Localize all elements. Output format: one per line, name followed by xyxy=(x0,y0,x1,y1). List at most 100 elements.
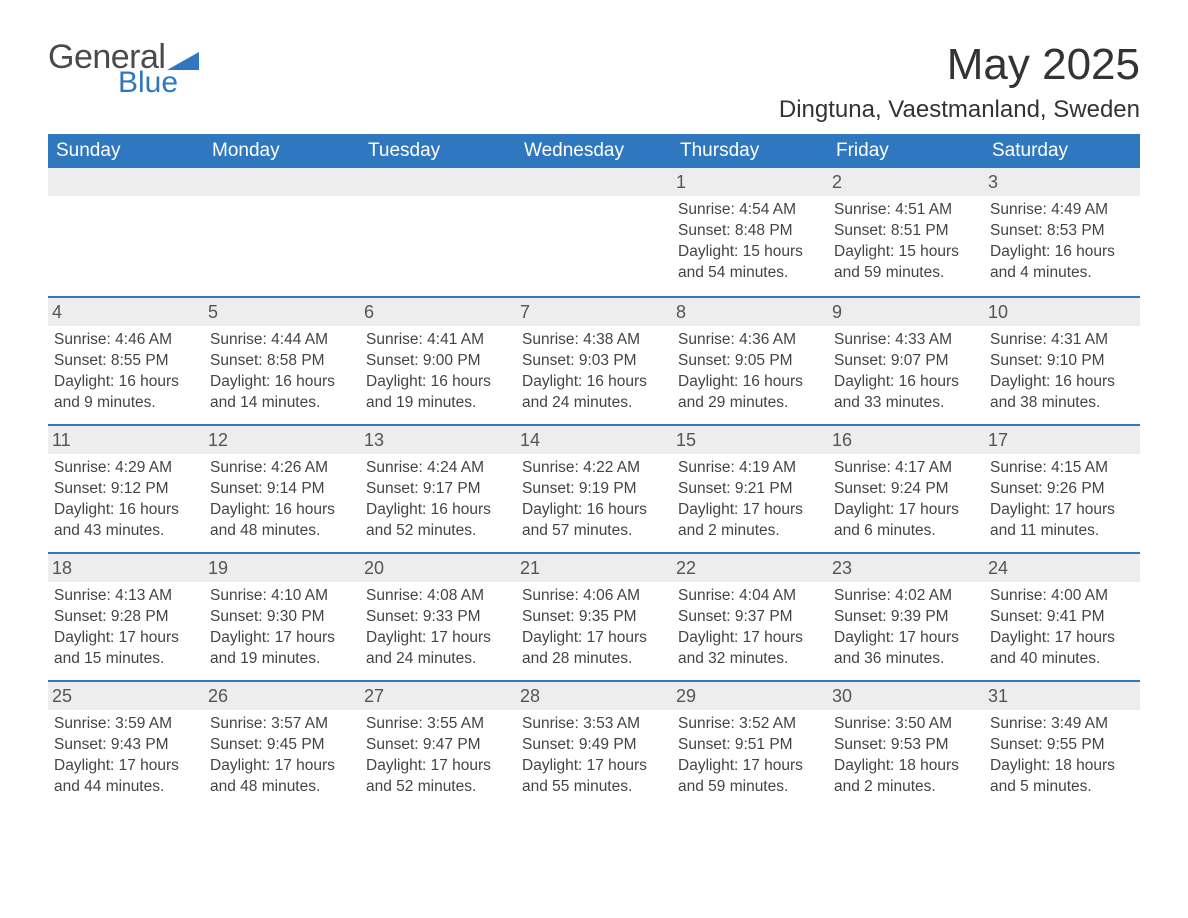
day-header-row: Sunday Monday Tuesday Wednesday Thursday… xyxy=(48,134,1140,168)
daylight-text: Daylight: 17 hours xyxy=(834,500,978,521)
sunrise-text: Sunrise: 3:50 AM xyxy=(834,714,978,735)
sunrise-text: Sunrise: 3:53 AM xyxy=(522,714,666,735)
sunset-text: Sunset: 9:12 PM xyxy=(54,479,198,500)
day-cell: 8Sunrise: 4:36 AMSunset: 9:05 PMDaylight… xyxy=(672,298,828,424)
sunset-text: Sunset: 9:28 PM xyxy=(54,607,198,628)
logo-text-blue: Blue xyxy=(118,68,199,98)
day-number: 8 xyxy=(672,298,828,326)
daylight-text: and 32 minutes. xyxy=(678,649,822,670)
sunrise-text: Sunrise: 4:24 AM xyxy=(366,458,510,479)
day-cell: 25Sunrise: 3:59 AMSunset: 9:43 PMDayligh… xyxy=(48,682,204,808)
daylight-text: and 55 minutes. xyxy=(522,777,666,798)
sunset-text: Sunset: 9:05 PM xyxy=(678,351,822,372)
sunset-text: Sunset: 9:14 PM xyxy=(210,479,354,500)
daylight-text: and 19 minutes. xyxy=(366,393,510,414)
daylight-text: and 24 minutes. xyxy=(522,393,666,414)
sunrise-text: Sunrise: 4:51 AM xyxy=(834,200,978,221)
daylight-text: and 5 minutes. xyxy=(990,777,1134,798)
daylight-text: Daylight: 17 hours xyxy=(522,628,666,649)
day-cell: 14Sunrise: 4:22 AMSunset: 9:19 PMDayligh… xyxy=(516,426,672,552)
day-cell: 26Sunrise: 3:57 AMSunset: 9:45 PMDayligh… xyxy=(204,682,360,808)
sunset-text: Sunset: 9:51 PM xyxy=(678,735,822,756)
day-cell: 7Sunrise: 4:38 AMSunset: 9:03 PMDaylight… xyxy=(516,298,672,424)
day-number xyxy=(516,168,672,196)
sunrise-text: Sunrise: 4:19 AM xyxy=(678,458,822,479)
sunrise-text: Sunrise: 4:13 AM xyxy=(54,586,198,607)
logo: General Blue xyxy=(48,40,199,98)
sunset-text: Sunset: 9:24 PM xyxy=(834,479,978,500)
day-cell: 23Sunrise: 4:02 AMSunset: 9:39 PMDayligh… xyxy=(828,554,984,680)
day-number: 6 xyxy=(360,298,516,326)
sunset-text: Sunset: 9:00 PM xyxy=(366,351,510,372)
sunset-text: Sunset: 9:53 PM xyxy=(834,735,978,756)
sunset-text: Sunset: 9:47 PM xyxy=(366,735,510,756)
sunset-text: Sunset: 9:30 PM xyxy=(210,607,354,628)
sunset-text: Sunset: 9:45 PM xyxy=(210,735,354,756)
daylight-text: Daylight: 16 hours xyxy=(366,372,510,393)
day-number: 5 xyxy=(204,298,360,326)
day-number: 11 xyxy=(48,426,204,454)
week-row: 1Sunrise: 4:54 AMSunset: 8:48 PMDaylight… xyxy=(48,168,1140,296)
sunrise-text: Sunrise: 3:59 AM xyxy=(54,714,198,735)
day-number: 28 xyxy=(516,682,672,710)
weeks-container: 1Sunrise: 4:54 AMSunset: 8:48 PMDaylight… xyxy=(48,168,1140,808)
day-cell: 11 Sunrise: 4:29 AMSunset: 9:12 PMDayligh… xyxy=(48,426,204,552)
sunrise-text: Sunrise: 3:52 AM xyxy=(678,714,822,735)
day-header-friday: Friday xyxy=(828,134,984,168)
daylight-text: and 44 minutes. xyxy=(54,777,198,798)
sunset-text: Sunset: 9:39 PM xyxy=(834,607,978,628)
day-cell: 24Sunrise: 4:00 AMSunset: 9:41 PMDayligh… xyxy=(984,554,1140,680)
day-cell: 19Sunrise: 4:10 AMSunset: 9:30 PMDayligh… xyxy=(204,554,360,680)
day-cell: 17Sunrise: 4:15 AMSunset: 9:26 PMDayligh… xyxy=(984,426,1140,552)
daylight-text: and 9 minutes. xyxy=(54,393,198,414)
day-number: 15 xyxy=(672,426,828,454)
daylight-text: Daylight: 16 hours xyxy=(54,500,198,521)
daylight-text: and 6 minutes. xyxy=(834,521,978,542)
daylight-text: Daylight: 16 hours xyxy=(990,242,1134,263)
day-number: 3 xyxy=(984,168,1140,196)
sunrise-text: Sunrise: 3:57 AM xyxy=(210,714,354,735)
day-cell: 9Sunrise: 4:33 AMSunset: 9:07 PMDaylight… xyxy=(828,298,984,424)
week-row: 4Sunrise: 4:46 AMSunset: 8:55 PMDaylight… xyxy=(48,296,1140,424)
day-number: 2 xyxy=(828,168,984,196)
day-header-monday: Monday xyxy=(204,134,360,168)
day-cell: 31Sunrise: 3:49 AMSunset: 9:55 PMDayligh… xyxy=(984,682,1140,808)
month-title: May 2025 xyxy=(779,40,1140,90)
sunset-text: Sunset: 9:10 PM xyxy=(990,351,1134,372)
daylight-text: Daylight: 17 hours xyxy=(366,628,510,649)
day-cell xyxy=(48,168,204,296)
sunset-text: Sunset: 9:55 PM xyxy=(990,735,1134,756)
day-cell xyxy=(516,168,672,296)
sunrise-text: Sunrise: 4:29 AM xyxy=(54,458,198,479)
sunrise-text: Sunrise: 4:02 AM xyxy=(834,586,978,607)
sunrise-text: Sunrise: 3:55 AM xyxy=(366,714,510,735)
daylight-text: Daylight: 17 hours xyxy=(990,500,1134,521)
sunrise-text: Sunrise: 4:10 AM xyxy=(210,586,354,607)
sunset-text: Sunset: 9:49 PM xyxy=(522,735,666,756)
sunrise-text: Sunrise: 4:22 AM xyxy=(522,458,666,479)
sunrise-text: Sunrise: 4:46 AM xyxy=(54,330,198,351)
daylight-text: Daylight: 16 hours xyxy=(366,500,510,521)
day-cell: 6Sunrise: 4:41 AMSunset: 9:00 PMDaylight… xyxy=(360,298,516,424)
sunset-text: Sunset: 8:51 PM xyxy=(834,221,978,242)
daylight-text: Daylight: 16 hours xyxy=(54,372,198,393)
sunset-text: Sunset: 8:55 PM xyxy=(54,351,198,372)
daylight-text: and 15 minutes. xyxy=(54,649,198,670)
day-cell: 22Sunrise: 4:04 AMSunset: 9:37 PMDayligh… xyxy=(672,554,828,680)
calendar: Sunday Monday Tuesday Wednesday Thursday… xyxy=(48,134,1140,808)
daylight-text: Daylight: 17 hours xyxy=(366,756,510,777)
daylight-text: Daylight: 16 hours xyxy=(522,372,666,393)
sunset-text: Sunset: 9:33 PM xyxy=(366,607,510,628)
day-number: 30 xyxy=(828,682,984,710)
daylight-text: and 40 minutes. xyxy=(990,649,1134,670)
day-number xyxy=(48,168,204,196)
day-cell: 15Sunrise: 4:19 AMSunset: 9:21 PMDayligh… xyxy=(672,426,828,552)
daylight-text: and 52 minutes. xyxy=(366,521,510,542)
sunset-text: Sunset: 8:48 PM xyxy=(678,221,822,242)
day-number: 12 xyxy=(204,426,360,454)
daylight-text: and 38 minutes. xyxy=(990,393,1134,414)
daylight-text: Daylight: 17 hours xyxy=(678,756,822,777)
sunset-text: Sunset: 9:37 PM xyxy=(678,607,822,628)
daylight-text: Daylight: 16 hours xyxy=(210,500,354,521)
daylight-text: and 48 minutes. xyxy=(210,777,354,798)
